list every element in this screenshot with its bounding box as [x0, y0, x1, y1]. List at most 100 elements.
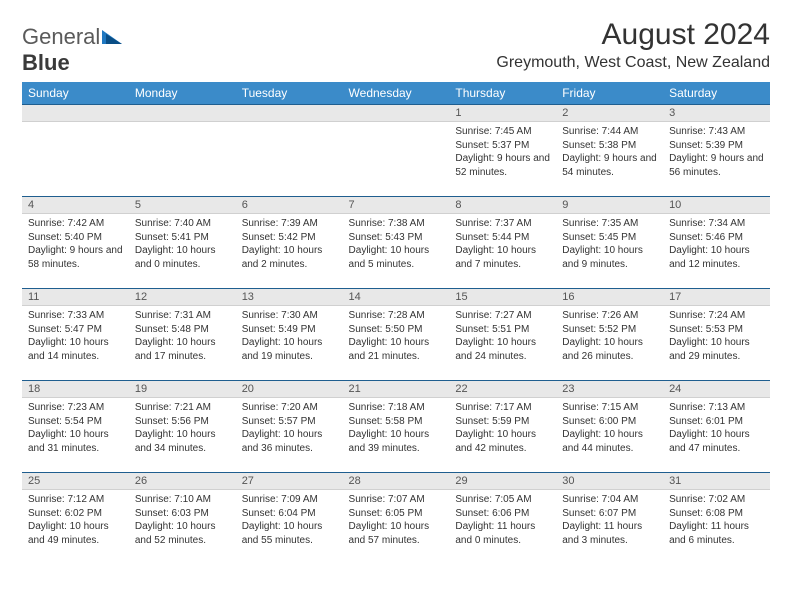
daylight-text: Daylight: 10 hours and 24 minutes.	[455, 336, 550, 363]
daylight-text: Daylight: 10 hours and 36 minutes.	[242, 428, 337, 455]
calendar-cell: 28Sunrise: 7:07 AMSunset: 6:05 PMDayligh…	[343, 473, 450, 565]
calendar-cell: 23Sunrise: 7:15 AMSunset: 6:00 PMDayligh…	[556, 381, 663, 473]
weekday-header: Wednesday	[343, 82, 450, 105]
day-number: 27	[236, 473, 343, 490]
sunrise-text: Sunrise: 7:21 AM	[135, 401, 230, 415]
weekday-header: Sunday	[22, 82, 129, 105]
day-details: Sunrise: 7:31 AMSunset: 5:48 PMDaylight:…	[129, 306, 236, 365]
day-number: 31	[663, 473, 770, 490]
sunset-text: Sunset: 6:03 PM	[135, 507, 230, 521]
daylight-text: Daylight: 10 hours and 0 minutes.	[135, 244, 230, 271]
day-number: 18	[22, 381, 129, 398]
day-number: 25	[22, 473, 129, 490]
calendar-cell: 11Sunrise: 7:33 AMSunset: 5:47 PMDayligh…	[22, 289, 129, 381]
sunrise-text: Sunrise: 7:30 AM	[242, 309, 337, 323]
day-details: Sunrise: 7:33 AMSunset: 5:47 PMDaylight:…	[22, 306, 129, 365]
calendar-cell: 20Sunrise: 7:20 AMSunset: 5:57 PMDayligh…	[236, 381, 343, 473]
sunrise-text: Sunrise: 7:44 AM	[562, 125, 657, 139]
day-number: 3	[663, 105, 770, 122]
daylight-text: Daylight: 10 hours and 26 minutes.	[562, 336, 657, 363]
calendar-cell: 8Sunrise: 7:37 AMSunset: 5:44 PMDaylight…	[449, 197, 556, 289]
calendar-cell: 13Sunrise: 7:30 AMSunset: 5:49 PMDayligh…	[236, 289, 343, 381]
day-number: 30	[556, 473, 663, 490]
daylight-text: Daylight: 10 hours and 57 minutes.	[349, 520, 444, 547]
day-number: 13	[236, 289, 343, 306]
sunset-text: Sunset: 6:00 PM	[562, 415, 657, 429]
day-number: 2	[556, 105, 663, 122]
sunrise-text: Sunrise: 7:02 AM	[669, 493, 764, 507]
sunset-text: Sunset: 5:49 PM	[242, 323, 337, 337]
day-number	[236, 105, 343, 122]
sunset-text: Sunset: 5:50 PM	[349, 323, 444, 337]
day-details: Sunrise: 7:13 AMSunset: 6:01 PMDaylight:…	[663, 398, 770, 457]
sunset-text: Sunset: 5:41 PM	[135, 231, 230, 245]
calendar-cell: 22Sunrise: 7:17 AMSunset: 5:59 PMDayligh…	[449, 381, 556, 473]
day-number: 7	[343, 197, 450, 214]
calendar-cell: 12Sunrise: 7:31 AMSunset: 5:48 PMDayligh…	[129, 289, 236, 381]
calendar-cell: 5Sunrise: 7:40 AMSunset: 5:41 PMDaylight…	[129, 197, 236, 289]
sunrise-text: Sunrise: 7:34 AM	[669, 217, 764, 231]
day-number: 11	[22, 289, 129, 306]
sunset-text: Sunset: 5:58 PM	[349, 415, 444, 429]
calendar-cell: 26Sunrise: 7:10 AMSunset: 6:03 PMDayligh…	[129, 473, 236, 565]
calendar-cell: 9Sunrise: 7:35 AMSunset: 5:45 PMDaylight…	[556, 197, 663, 289]
day-details: Sunrise: 7:09 AMSunset: 6:04 PMDaylight:…	[236, 490, 343, 549]
sunset-text: Sunset: 5:57 PM	[242, 415, 337, 429]
daylight-text: Daylight: 10 hours and 29 minutes.	[669, 336, 764, 363]
day-details: Sunrise: 7:39 AMSunset: 5:42 PMDaylight:…	[236, 214, 343, 273]
calendar-cell: 4Sunrise: 7:42 AMSunset: 5:40 PMDaylight…	[22, 197, 129, 289]
daylight-text: Daylight: 10 hours and 42 minutes.	[455, 428, 550, 455]
day-number: 28	[343, 473, 450, 490]
day-number: 17	[663, 289, 770, 306]
day-details: Sunrise: 7:17 AMSunset: 5:59 PMDaylight:…	[449, 398, 556, 457]
calendar-cell: 31Sunrise: 7:02 AMSunset: 6:08 PMDayligh…	[663, 473, 770, 565]
sunrise-text: Sunrise: 7:38 AM	[349, 217, 444, 231]
daylight-text: Daylight: 10 hours and 17 minutes.	[135, 336, 230, 363]
day-number: 29	[449, 473, 556, 490]
daylight-text: Daylight: 10 hours and 5 minutes.	[349, 244, 444, 271]
day-details: Sunrise: 7:18 AMSunset: 5:58 PMDaylight:…	[343, 398, 450, 457]
sunset-text: Sunset: 5:59 PM	[455, 415, 550, 429]
day-number: 6	[236, 197, 343, 214]
day-number: 10	[663, 197, 770, 214]
calendar-cell	[129, 105, 236, 197]
sunset-text: Sunset: 5:54 PM	[28, 415, 123, 429]
day-number: 21	[343, 381, 450, 398]
day-details: Sunrise: 7:24 AMSunset: 5:53 PMDaylight:…	[663, 306, 770, 365]
calendar-cell: 21Sunrise: 7:18 AMSunset: 5:58 PMDayligh…	[343, 381, 450, 473]
sunrise-text: Sunrise: 7:10 AM	[135, 493, 230, 507]
sunrise-text: Sunrise: 7:40 AM	[135, 217, 230, 231]
daylight-text: Daylight: 9 hours and 58 minutes.	[28, 244, 123, 271]
sunrise-text: Sunrise: 7:24 AM	[669, 309, 764, 323]
day-number: 23	[556, 381, 663, 398]
weekday-row: Sunday Monday Tuesday Wednesday Thursday…	[22, 82, 770, 105]
calendar-cell: 29Sunrise: 7:05 AMSunset: 6:06 PMDayligh…	[449, 473, 556, 565]
day-details: Sunrise: 7:05 AMSunset: 6:06 PMDaylight:…	[449, 490, 556, 549]
logo: General Blue	[22, 24, 122, 76]
daylight-text: Daylight: 10 hours and 14 minutes.	[28, 336, 123, 363]
day-number: 20	[236, 381, 343, 398]
calendar-cell	[343, 105, 450, 197]
daylight-text: Daylight: 11 hours and 3 minutes.	[562, 520, 657, 547]
weekday-header: Thursday	[449, 82, 556, 105]
sunset-text: Sunset: 5:43 PM	[349, 231, 444, 245]
day-details: Sunrise: 7:15 AMSunset: 6:00 PMDaylight:…	[556, 398, 663, 457]
day-number: 22	[449, 381, 556, 398]
daylight-text: Daylight: 10 hours and 47 minutes.	[669, 428, 764, 455]
day-details: Sunrise: 7:37 AMSunset: 5:44 PMDaylight:…	[449, 214, 556, 273]
logo-text: General Blue	[22, 24, 122, 76]
weekday-header: Tuesday	[236, 82, 343, 105]
day-details: Sunrise: 7:42 AMSunset: 5:40 PMDaylight:…	[22, 214, 129, 273]
daylight-text: Daylight: 9 hours and 54 minutes.	[562, 152, 657, 179]
day-number: 1	[449, 105, 556, 122]
weekday-header: Monday	[129, 82, 236, 105]
day-details: Sunrise: 7:27 AMSunset: 5:51 PMDaylight:…	[449, 306, 556, 365]
daylight-text: Daylight: 10 hours and 2 minutes.	[242, 244, 337, 271]
sunrise-text: Sunrise: 7:28 AM	[349, 309, 444, 323]
month-title: August 2024	[496, 18, 770, 52]
sunrise-text: Sunrise: 7:17 AM	[455, 401, 550, 415]
daylight-text: Daylight: 10 hours and 7 minutes.	[455, 244, 550, 271]
sunset-text: Sunset: 6:08 PM	[669, 507, 764, 521]
day-details: Sunrise: 7:23 AMSunset: 5:54 PMDaylight:…	[22, 398, 129, 457]
sunrise-text: Sunrise: 7:37 AM	[455, 217, 550, 231]
